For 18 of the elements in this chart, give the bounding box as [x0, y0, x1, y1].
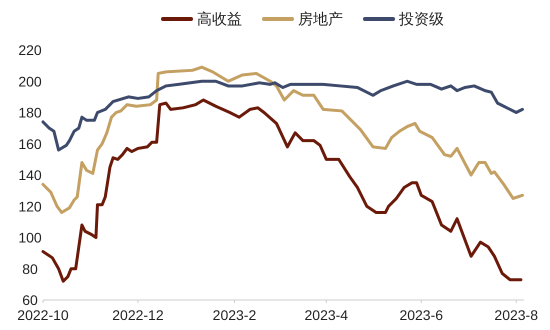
- x-tick-label: 2023-4: [304, 307, 348, 323]
- y-tick-label: 220: [18, 42, 42, 58]
- y-tick-label: 80: [22, 260, 38, 277]
- legend-label: 房地产: [298, 11, 343, 28]
- y-tick-label: 60: [22, 292, 38, 308]
- y-tick-label: 200: [18, 73, 42, 90]
- y-tick-label: 120: [18, 198, 42, 214]
- y-tick-label: 180: [18, 104, 42, 120]
- x-tick-label: 2023-2: [212, 307, 256, 323]
- legend-label: 高收益: [197, 11, 242, 28]
- y-tick-label: 140: [18, 167, 42, 183]
- y-tick-label: 100: [18, 230, 42, 246]
- x-tick-label: 2023-8: [494, 307, 538, 323]
- y-tick-label: 160: [18, 136, 42, 152]
- x-tick-label: 2022-10: [17, 307, 69, 323]
- x-tick-label: 2023-6: [399, 307, 444, 323]
- legend-label: 投资级: [398, 11, 444, 28]
- x-tick-label: 2022-12: [112, 307, 164, 323]
